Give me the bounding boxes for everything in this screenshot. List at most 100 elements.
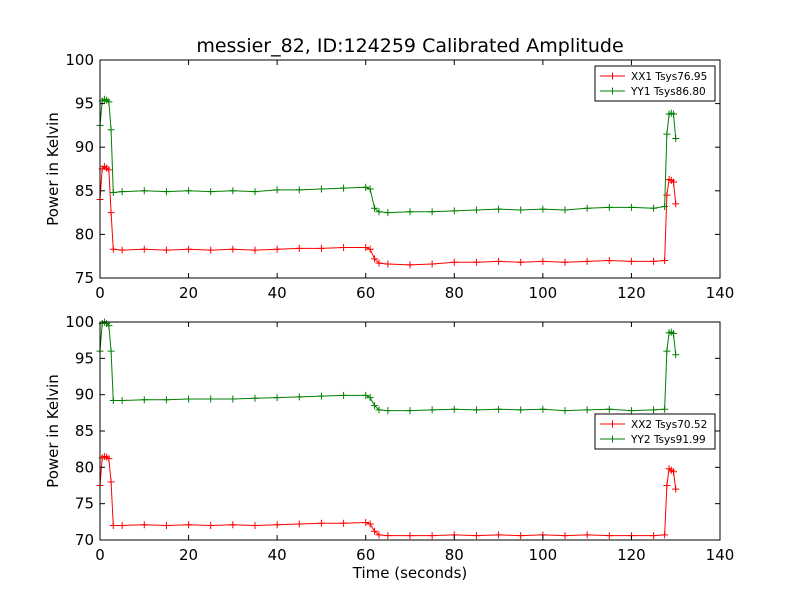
data-point	[517, 258, 525, 266]
x-tick-label: 0	[95, 546, 105, 564]
data-point	[583, 204, 591, 212]
data-point	[450, 207, 458, 215]
data-point	[663, 482, 671, 489]
data-point	[362, 519, 370, 527]
data-point	[251, 394, 259, 402]
data-point	[118, 188, 126, 196]
legend-box	[594, 413, 716, 450]
data-point	[670, 468, 677, 476]
data-point	[317, 244, 325, 252]
data-point	[375, 406, 383, 414]
data-point	[251, 246, 259, 254]
data-point	[650, 532, 658, 540]
data-point	[583, 531, 591, 539]
data-point	[229, 395, 237, 403]
y-tick-label: 80	[75, 225, 94, 243]
y-tick-label: 95	[75, 95, 94, 113]
x-tick-label: 140	[706, 284, 735, 302]
data-point	[561, 407, 569, 415]
data-point	[672, 134, 680, 142]
data-point	[340, 519, 348, 527]
legend-marker	[609, 72, 616, 80]
data-point	[517, 406, 525, 414]
data-point	[229, 187, 237, 195]
data-point	[273, 394, 281, 402]
data-point	[107, 126, 115, 134]
data-point	[140, 521, 148, 529]
data-point	[118, 246, 126, 254]
data-point	[185, 521, 193, 529]
data-point	[105, 166, 113, 174]
data-point	[561, 206, 569, 214]
legend-marker	[609, 435, 616, 443]
data-point	[362, 391, 370, 399]
data-point	[663, 130, 671, 138]
x-tick-label: 80	[445, 546, 464, 564]
data-point	[663, 347, 671, 355]
data-point	[472, 406, 480, 414]
data-point	[384, 532, 392, 540]
data-point	[384, 209, 392, 217]
data-point	[185, 395, 193, 403]
data-point	[583, 257, 591, 265]
data-point	[561, 532, 569, 540]
y-tick-label: 85	[75, 422, 94, 440]
x-tick-label: 60	[356, 284, 375, 302]
data-point	[539, 405, 547, 413]
x-tick-label: 40	[268, 284, 287, 302]
data-point	[661, 405, 669, 413]
data-point	[107, 478, 115, 486]
data-point	[118, 396, 126, 404]
data-point	[295, 186, 303, 194]
data-point	[371, 527, 379, 535]
data-point	[627, 203, 635, 211]
data-point	[162, 521, 170, 529]
data-point	[583, 406, 591, 414]
y-axis-label: Power in Kelvin	[44, 374, 62, 488]
data-point	[118, 521, 126, 529]
data-point	[107, 209, 115, 217]
x-tick-label: 120	[617, 546, 646, 564]
bottom-plot-panel: 0 20 40 60 80 100 120 140 70 75 80 85 90 95 100 Power i…	[44, 313, 734, 582]
data-point	[340, 184, 348, 192]
data-point	[650, 406, 658, 414]
series-yy	[96, 95, 680, 217]
data-point	[517, 206, 525, 214]
axes-frame	[99, 59, 721, 279]
x-tick-label: 20	[179, 546, 198, 564]
data-point	[371, 255, 379, 263]
data-point	[384, 407, 392, 415]
legend-label: YY2 Tsys91.99	[630, 434, 706, 446]
data-point	[295, 520, 303, 528]
data-point	[251, 521, 259, 529]
data-point	[109, 245, 117, 253]
x-axis-label: Time (seconds)	[352, 564, 468, 582]
x-tick-label: 120	[617, 284, 646, 302]
data-point	[362, 243, 370, 251]
data-point	[366, 185, 374, 193]
data-point	[384, 260, 392, 268]
data-point	[650, 257, 658, 265]
y-tick-label: 100	[65, 51, 94, 69]
data-point	[207, 188, 215, 196]
data-point	[406, 261, 414, 269]
y-tick-label: 80	[75, 458, 94, 476]
data-point	[105, 98, 113, 106]
data-point	[539, 257, 547, 265]
x-tick-label: 40	[268, 546, 287, 564]
data-point	[495, 405, 503, 413]
data-point	[472, 206, 480, 214]
data-point	[140, 245, 148, 253]
data-point	[472, 532, 480, 540]
data-point	[672, 200, 680, 208]
data-point	[207, 395, 215, 403]
data-point	[107, 347, 115, 355]
data-point	[670, 330, 677, 338]
data-point	[375, 259, 383, 267]
y-tick-label: 90	[75, 386, 94, 404]
data-point	[605, 405, 613, 413]
data-point	[406, 532, 414, 540]
series-yy	[96, 318, 680, 415]
y-tick-label: 70	[75, 531, 94, 549]
data-point	[273, 521, 281, 529]
